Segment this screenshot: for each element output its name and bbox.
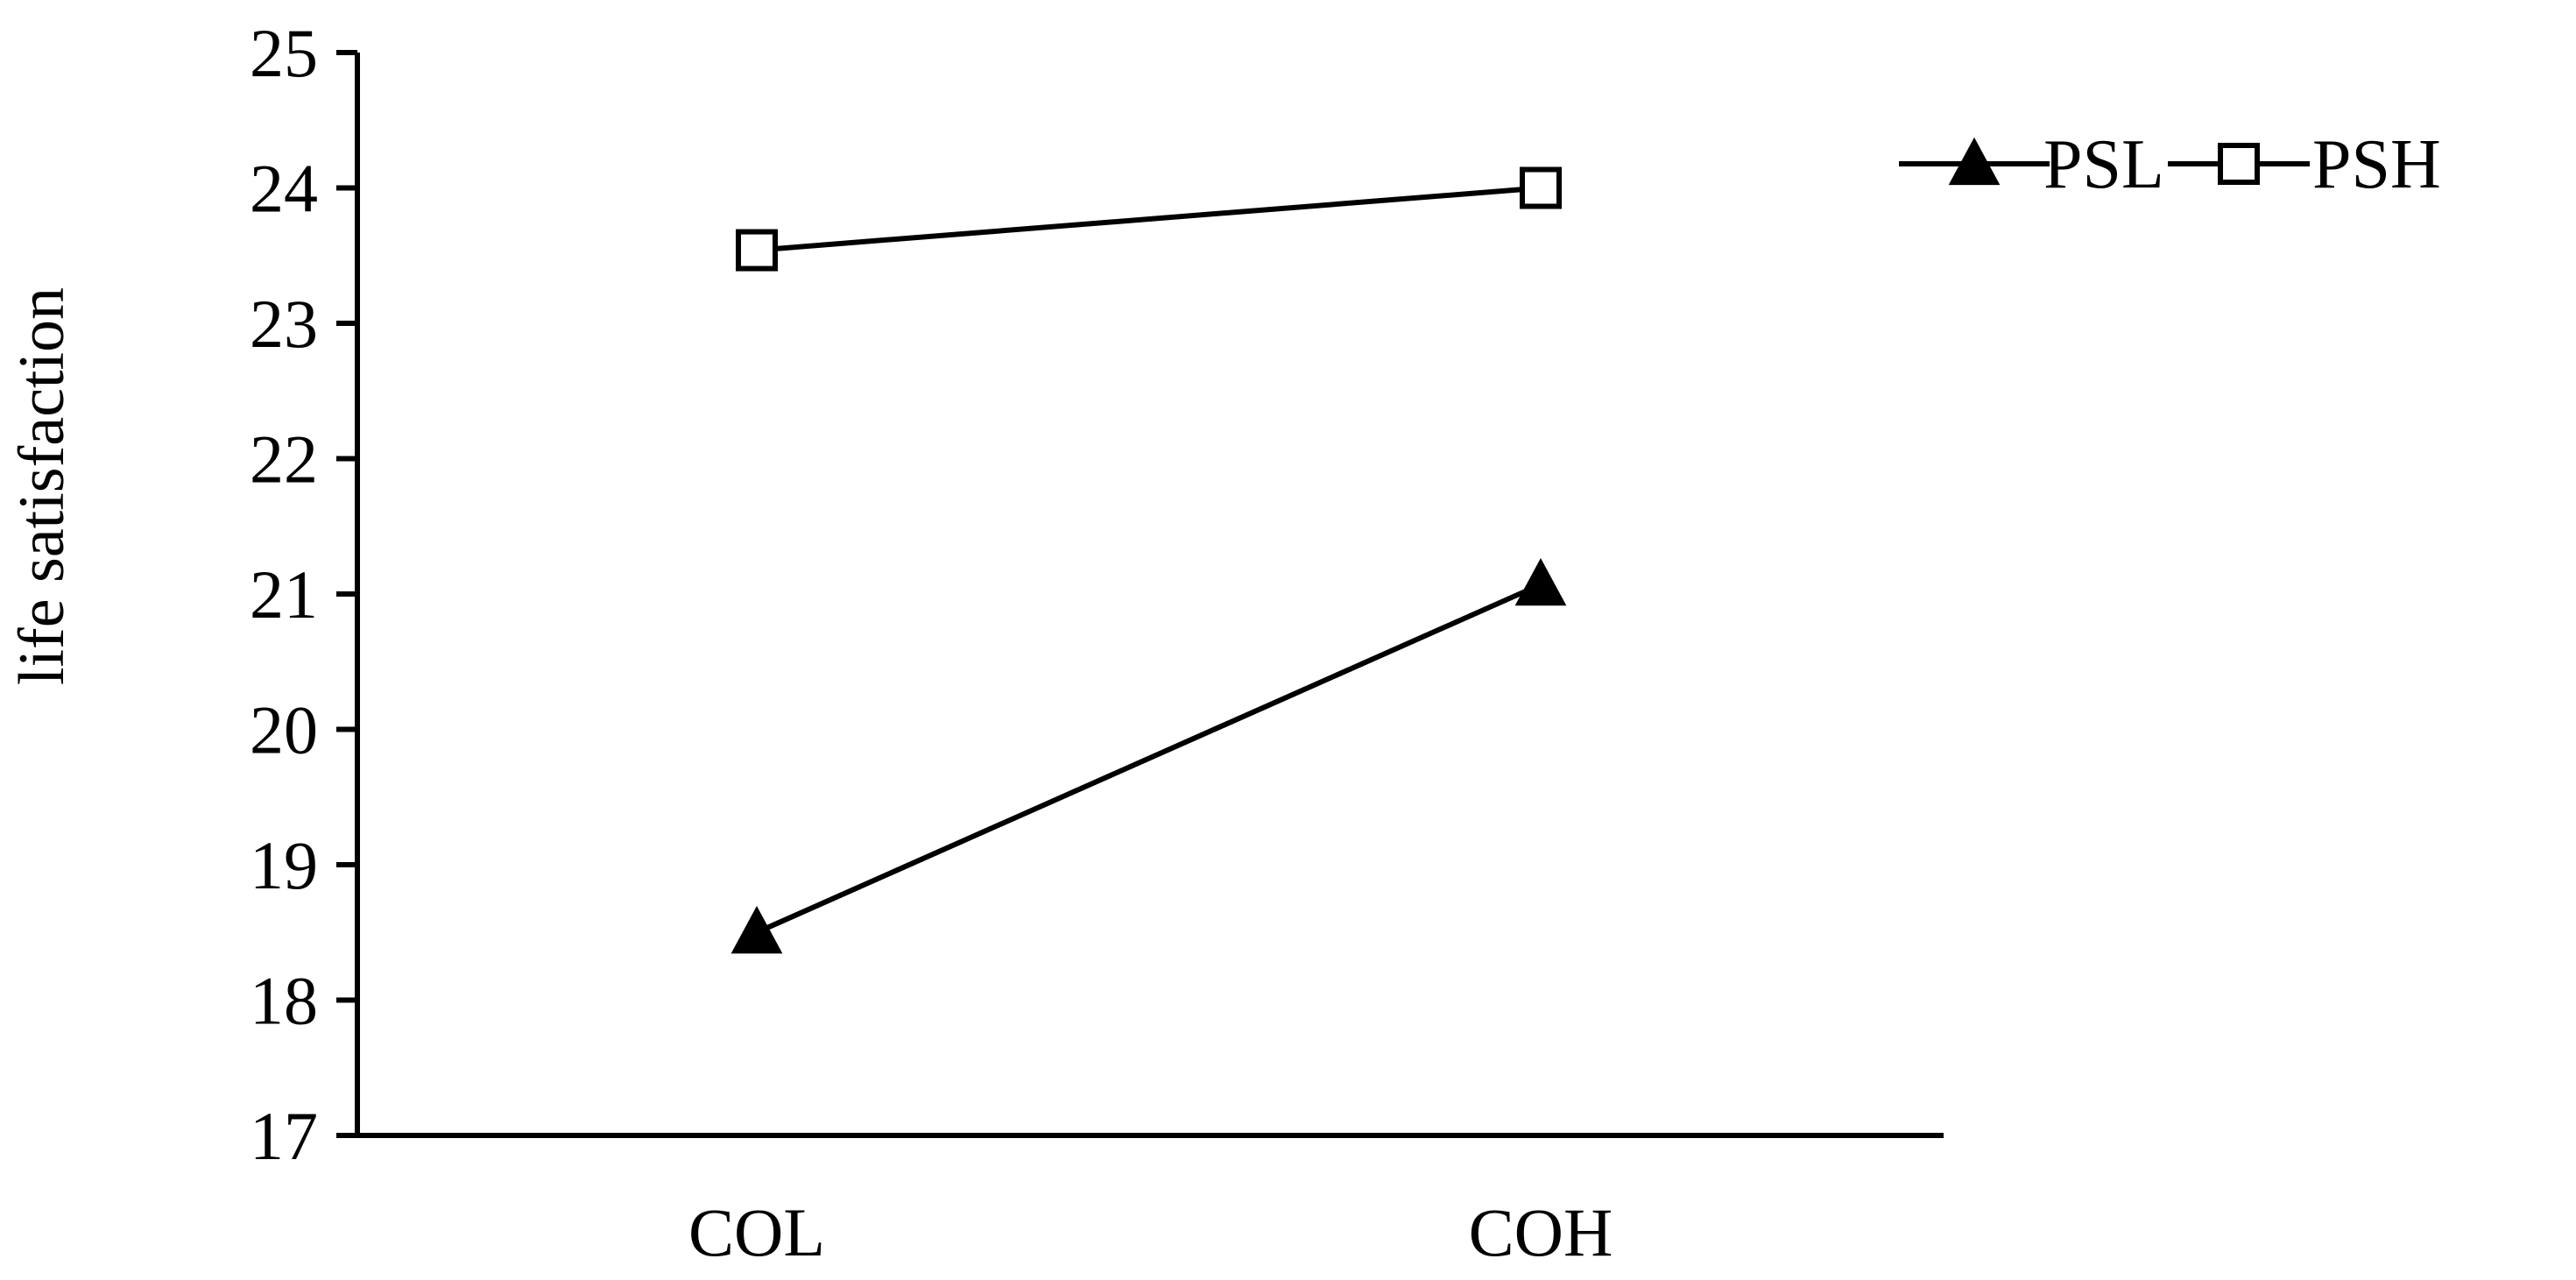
series-psh — [736, 166, 1562, 272]
series-line-psl — [755, 582, 1542, 935]
legend-label-psh: PSH — [2312, 126, 2441, 203]
series-psl — [730, 557, 1567, 954]
data-point-psh-col — [736, 229, 778, 272]
legend-marker-psh — [2218, 143, 2260, 185]
data-point-psl-coh — [1514, 557, 1567, 606]
y-axis-title: life satisfaction — [6, 287, 78, 685]
y-tick-label: 21 — [250, 556, 318, 633]
data-point-psl-col — [730, 906, 783, 954]
y-tick-label: 24 — [250, 151, 318, 227]
data-point-psh-coh — [1520, 166, 1562, 209]
y-tick-label: 25 — [250, 15, 318, 91]
legend-label-psl: PSL — [2043, 126, 2164, 203]
series-line-psh — [756, 185, 1542, 253]
x-tick-label-col: COL — [688, 1194, 825, 1270]
y-tick-label: 22 — [250, 421, 318, 498]
series-layer — [730, 166, 1567, 954]
y-tick-label: 17 — [250, 1098, 318, 1174]
y-tick-label: 20 — [250, 692, 318, 768]
y-tick-label: 18 — [250, 963, 318, 1039]
y-axis-ticks: 17 18 19 20 21 22 23 24 25 — [250, 15, 357, 1174]
legend: PSL PSH — [1899, 126, 2441, 203]
legend-item-psl: PSL — [1899, 126, 2164, 203]
x-tick-label-coh: COH — [1469, 1194, 1613, 1270]
legend-item-psh: PSH — [2168, 126, 2441, 203]
legend-marker-psl — [1948, 137, 2001, 186]
y-tick-label: 19 — [250, 827, 318, 903]
y-tick-label: 23 — [250, 286, 318, 362]
x-axis-labels: COL COH — [688, 1194, 1613, 1270]
